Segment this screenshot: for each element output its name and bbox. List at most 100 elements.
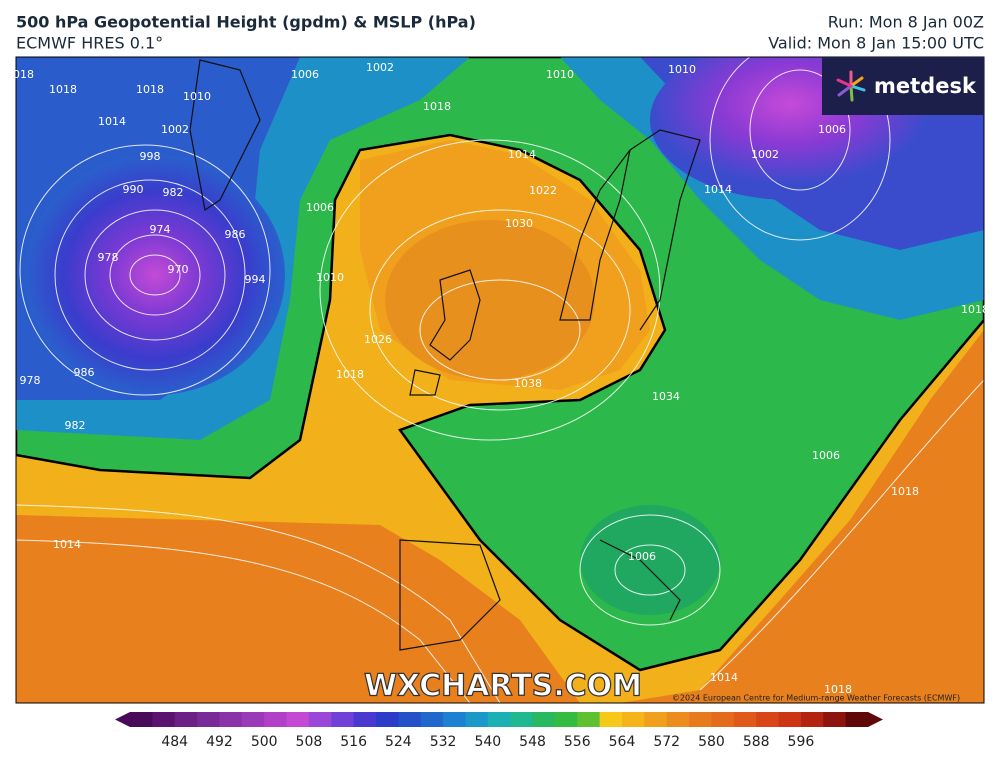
- colorbar-end: [115, 712, 130, 727]
- colorbar-swatch: [331, 712, 355, 727]
- colorbar-label: 580: [698, 734, 725, 750]
- colorbar-swatch: [845, 712, 869, 727]
- isobar-label: 1018: [49, 83, 77, 96]
- credit: ©2024 European Centre for Medium-range W…: [672, 694, 960, 703]
- colorbar-swatch: [308, 712, 332, 727]
- isobar-label: 1038: [514, 377, 542, 390]
- colorbar-swatch: [800, 712, 824, 727]
- isobar-label: 982: [163, 186, 184, 199]
- colorbar-swatch: [666, 712, 690, 727]
- colorbar-swatch: [756, 712, 780, 727]
- colorbar-swatch: [711, 712, 735, 727]
- valid-time: Valid: Mon 8 Jan 15:00 UTC: [768, 34, 984, 53]
- colorbar-label: 524: [385, 734, 412, 750]
- isobar-label: 1018: [423, 100, 451, 113]
- isobar-label: 1010: [316, 271, 344, 284]
- isobar-label: 1010: [546, 68, 574, 81]
- map-frame: [15, 56, 985, 704]
- colorbar-label: 484: [161, 734, 188, 750]
- isobar-label: 1014: [53, 538, 81, 551]
- isobar-labels: 1018 1018 1018 1006 1002 1010 1010 1014 1002 998 9…: [6, 61, 989, 696]
- colorbar-swatch: [554, 712, 578, 727]
- colorbar: 484 492 500 508 516 524 532 540 548 556 564 572 580 5…: [115, 712, 883, 750]
- colorbar-label: 516: [340, 734, 367, 750]
- colorbar-label: 588: [743, 734, 770, 750]
- colorbar-swatch: [241, 712, 265, 727]
- colorbar-swatch: [778, 712, 802, 727]
- isobar-label: 1010: [668, 63, 696, 76]
- colorbar-end: [868, 712, 883, 727]
- map: [16, 57, 984, 703]
- colorbar-label: 548: [519, 734, 546, 750]
- isobar-label: 1018: [891, 485, 919, 498]
- isobar-label: 986: [74, 366, 95, 379]
- isobar-label: 1006: [291, 68, 319, 81]
- isobar-label: 1018: [136, 83, 164, 96]
- isobar-label: 1014: [98, 115, 126, 128]
- isobar-label: 1014: [710, 671, 738, 684]
- logo-box: metdesk: [822, 57, 984, 115]
- colorbar-label: 540: [474, 734, 501, 750]
- colorbar-label: 596: [788, 734, 815, 750]
- isobar-label: 1018: [6, 68, 34, 81]
- colorbar-swatch: [823, 712, 847, 727]
- colorbar-swatch: [353, 712, 377, 727]
- isobar-label: 978: [98, 251, 119, 264]
- isobar-label: 1018: [961, 303, 989, 316]
- isobar-label: 986: [225, 228, 246, 241]
- colorbar-swatch: [443, 712, 466, 727]
- colorbar-swatch: [599, 712, 623, 727]
- colorbar-label: 572: [653, 734, 680, 750]
- isobar-label: 994: [245, 273, 266, 286]
- run-time: Run: Mon 8 Jan 00Z: [828, 13, 984, 32]
- colorbar-swatch: [130, 712, 153, 727]
- colorbar-label: 532: [430, 734, 457, 750]
- colorbar-swatch: [465, 712, 489, 727]
- isobar-label: 1002: [366, 61, 394, 74]
- colorbar-swatch: [219, 712, 243, 727]
- title: 500 hPa Geopotential Height (gpdm) & MSL…: [16, 13, 476, 32]
- colorbar-label: 556: [564, 734, 591, 750]
- isobar-label: 982: [65, 419, 86, 432]
- colorbar-swatch: [510, 712, 534, 727]
- isobar-label: 1002: [751, 148, 779, 161]
- colorbar-swatch: [398, 712, 422, 727]
- colorbar-swatch: [622, 712, 645, 727]
- isobar-label: 1010: [183, 90, 211, 103]
- isobar-label: 1006: [812, 449, 840, 462]
- isobar-label: 978: [20, 374, 41, 387]
- colorbar-swatch: [487, 712, 511, 727]
- colorbar-swatch: [286, 712, 310, 727]
- colorbar-swatch: [264, 712, 288, 727]
- isobar-label: 1018: [824, 683, 852, 696]
- isobar-label: 1006: [818, 123, 846, 136]
- isobar-label: 970: [168, 263, 189, 276]
- colorbar-swatch: [644, 712, 668, 727]
- isobar-label: 974: [150, 223, 171, 236]
- colorbar-label: 564: [609, 734, 636, 750]
- colorbar-swatch: [152, 712, 176, 727]
- logo: metdesk: [874, 74, 977, 98]
- colorbar-swatch: [174, 712, 198, 727]
- isobar-label: 1026: [364, 333, 392, 346]
- isobar-label: 1014: [704, 183, 732, 196]
- watermark: WXCHARTS.COM: [364, 669, 642, 704]
- colorbar-swatch: [577, 712, 601, 727]
- isobar-label: 990: [123, 183, 144, 196]
- colorbar-label: 492: [206, 734, 233, 750]
- colorbar-swatch: [733, 712, 757, 727]
- isobar-label: 1030: [505, 217, 533, 230]
- isobar-label: 1014: [508, 148, 536, 161]
- colorbar-swatch: [420, 712, 444, 727]
- isobar-label: 1022: [529, 184, 557, 197]
- isobar-label: 998: [140, 150, 161, 163]
- colorbar-swatch: [689, 712, 712, 727]
- colorbar-label: 500: [251, 734, 278, 750]
- colorbar-swatch: [197, 712, 220, 727]
- isobar-label: 1018: [336, 368, 364, 381]
- isobar-label: 1006: [628, 550, 656, 563]
- isobar-label: 1034: [652, 390, 680, 403]
- colorbar-label: 508: [296, 734, 323, 750]
- colorbar-swatch: [376, 712, 399, 727]
